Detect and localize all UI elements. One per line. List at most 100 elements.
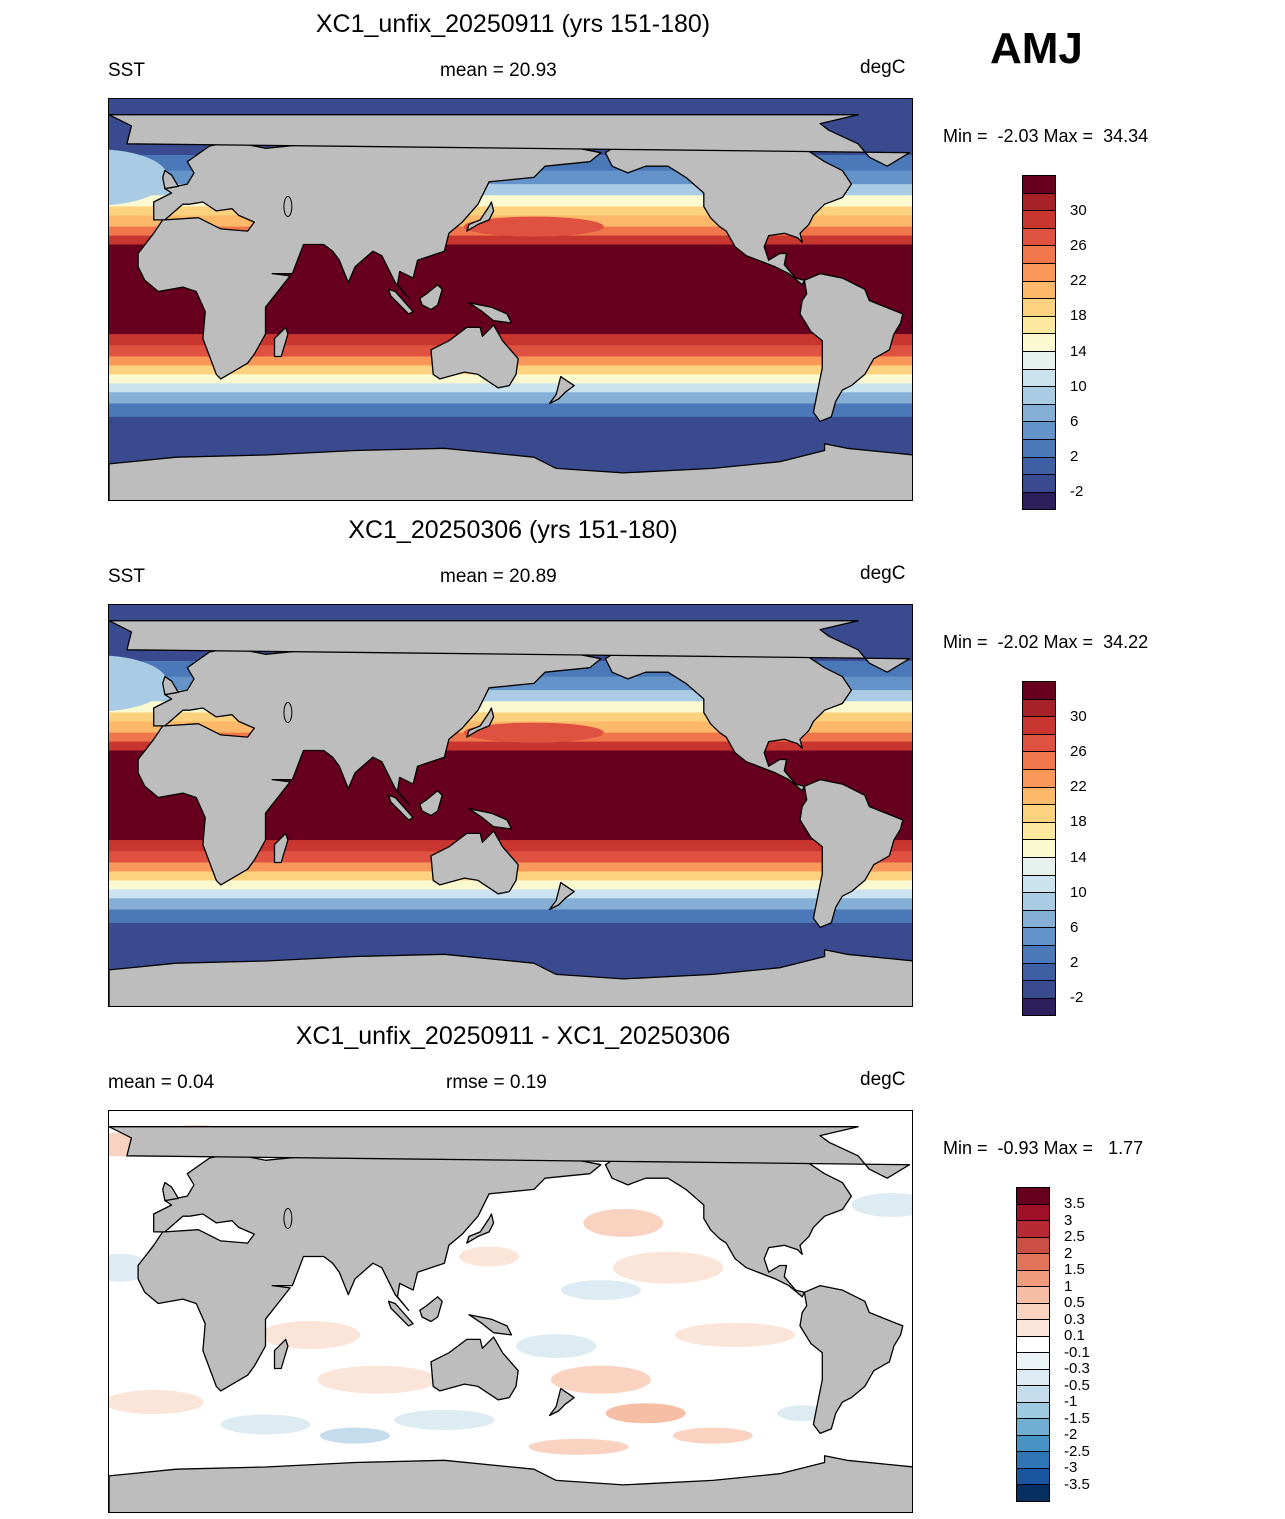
caspian-sea-outline (283, 1207, 293, 1229)
land-australia (430, 1336, 519, 1401)
panel-2-minmax: Min = -2.02 Max = 34.22 (943, 632, 1149, 652)
colorbar-box (1022, 962, 1056, 982)
land-antarctica (109, 443, 912, 500)
colorbar-box (1016, 1335, 1050, 1353)
colorbar-tick-label: 30 (1070, 707, 1087, 725)
colorbar-box (1016, 1434, 1050, 1452)
land-sumatra (387, 1300, 414, 1327)
colorbar-box (1016, 1236, 1050, 1254)
panel-2-mean: mean = 20.89 (440, 566, 557, 587)
land-madagascar (273, 832, 289, 864)
land-japan (466, 201, 495, 232)
colorbar-box (1022, 874, 1056, 894)
sst-band (109, 840, 912, 852)
colorbar-tick-label: 26 (1070, 236, 1087, 254)
kuroshio-warm-region (463, 216, 604, 237)
sst-band (109, 898, 912, 910)
panel-2-units: degC (860, 563, 906, 584)
colorbar-tick-label: -3.5 (1064, 1475, 1090, 1493)
kuroshio-warm-region (463, 722, 604, 743)
colorbar-box (1022, 804, 1056, 823)
caspian-sea-outline (283, 701, 293, 723)
colorbar-tick-label: 0.3 (1064, 1310, 1085, 1328)
land-japan (466, 707, 495, 738)
land-layer (109, 114, 912, 500)
colorbar-box (1022, 786, 1056, 806)
anomaly-patch (675, 1322, 796, 1347)
land-new-zealand (548, 881, 575, 911)
colorbar-tick-label: 10 (1070, 377, 1087, 395)
colorbar-box (1016, 1269, 1050, 1287)
panel-2-map (108, 604, 913, 1007)
colorbar-box (1016, 1401, 1050, 1419)
anomaly-patch (550, 1365, 651, 1394)
colorbar-tick-label: -2.5 (1064, 1442, 1090, 1460)
colorbar-tick-label: 2 (1070, 448, 1079, 466)
anomaly-patch (851, 1193, 912, 1218)
colorbar-box (1022, 333, 1056, 352)
land-uk (162, 1181, 179, 1202)
land-north-america (604, 1150, 853, 1298)
colorbar-box (1022, 733, 1056, 753)
colorbar-tick-label: 10 (1070, 883, 1087, 901)
colorbar-tick-label: 6 (1070, 918, 1079, 936)
colorbar-box (1016, 1286, 1050, 1304)
land-uk (162, 675, 179, 696)
colorbar-box (1022, 456, 1056, 476)
colorbar-box (1016, 1385, 1050, 1403)
colorbar-box (1016, 1319, 1050, 1337)
anomaly-patch (583, 1208, 664, 1237)
colorbar-box (1022, 927, 1056, 946)
panel-3-units: degC (860, 1069, 906, 1090)
panel-1-variable: SST (108, 60, 145, 81)
land-south-america (799, 778, 904, 929)
panel-1-mean: mean = 20.93 (440, 60, 557, 81)
colorbar-tick-label: 2 (1070, 954, 1079, 972)
land-greenland (109, 114, 911, 167)
colorbar-box (1016, 1352, 1050, 1370)
panel-1-title: XC1_unfix_20250911 (yrs 151-180) (315, 10, 711, 38)
anomaly-patch (260, 1320, 361, 1349)
colorbar-tick-label: 18 (1070, 813, 1087, 831)
sst-band (109, 909, 912, 924)
colorbar-tick-label: -0.5 (1064, 1376, 1090, 1394)
land-layer (109, 1126, 912, 1512)
colorbar-box (1016, 1220, 1050, 1238)
colorbar-tick-label: -3 (1064, 1459, 1078, 1476)
anomaly-patch (317, 1365, 438, 1394)
land-borneo (419, 790, 443, 817)
sst-band (109, 712, 912, 722)
colorbar-box (1022, 368, 1056, 388)
colorbar-tick-label: 0.5 (1064, 1294, 1085, 1311)
colorbar-box (1022, 945, 1056, 964)
panel-1-map (108, 98, 913, 501)
colorbar-box (1022, 980, 1056, 999)
colorbar-box (1022, 698, 1056, 718)
colorbar-box (1022, 386, 1056, 405)
colorbar-box (1022, 892, 1056, 911)
land-north-america (604, 644, 853, 792)
colorbar-box (1022, 421, 1056, 440)
sst-band (109, 334, 912, 346)
colorbar-tick-label: 3.5 (1064, 1195, 1085, 1212)
panel-3-mean: mean = 0.04 (108, 1072, 215, 1093)
land-sumatra (387, 794, 414, 821)
sst-band (109, 195, 912, 207)
panel-3-minmax: Min = -0.93 Max = 1.77 (943, 1138, 1144, 1158)
sst-band (109, 206, 912, 216)
colorbar-tick-label: 14 (1070, 342, 1087, 360)
anomaly-patch (459, 1246, 520, 1267)
colorbar-box (1022, 192, 1056, 212)
colorbar-tick-label: 22 (1070, 272, 1087, 290)
colorbar-tick-label: 22 (1070, 778, 1087, 796)
colorbar-tick-label: -0.3 (1064, 1360, 1090, 1377)
north-atlantic-cool-region (109, 655, 168, 711)
anomaly-patch (319, 1427, 390, 1444)
colorbar-tick-label: 0.1 (1064, 1327, 1085, 1344)
colorbar-box (1016, 1253, 1050, 1271)
colorbar-box (1022, 857, 1056, 876)
panel-1-units: degC (860, 57, 906, 78)
sst-band (109, 184, 912, 196)
sst-band (109, 741, 912, 752)
land-australia (430, 830, 519, 895)
